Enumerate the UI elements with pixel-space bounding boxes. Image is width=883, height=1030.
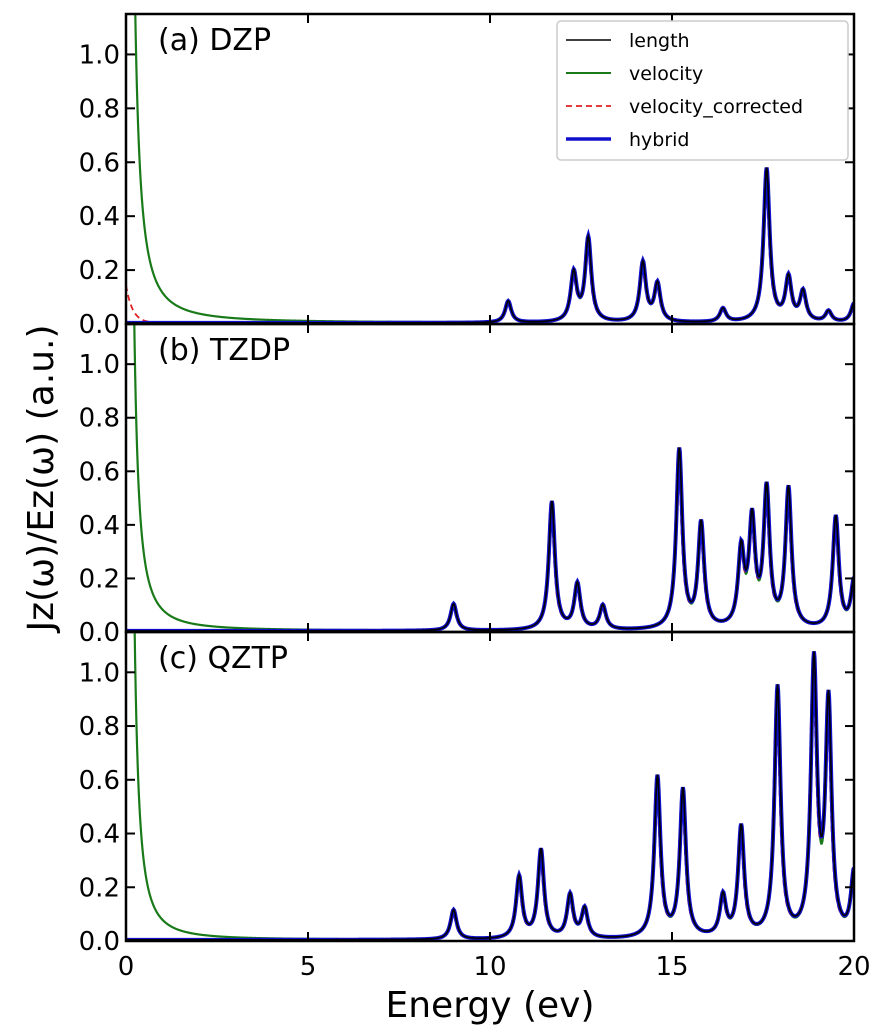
series-length-1	[126, 167, 854, 324]
legend-label-length: length	[629, 30, 690, 52]
x-tick-label-3: 15	[655, 952, 688, 982]
y-tick-label-1-0: 0.0	[79, 310, 120, 340]
y-tick-label-3-0: 0.0	[79, 927, 120, 957]
y-tick-label-2-3: 0.6	[79, 457, 120, 487]
y-tick-label-2-4: 0.8	[79, 404, 120, 434]
panel-3: 0.0 0.2 0.4 0.6 0.8 1.0 (c) QZTP	[79, 630, 856, 957]
y-tick-label-1-2: 0.4	[79, 202, 120, 232]
y-axis-label: Jz(ω)/Ez(ω) (a.u.)	[21, 324, 62, 633]
x-tick-label-1: 5	[300, 952, 317, 982]
y-tick-label-1-3: 0.6	[79, 148, 120, 178]
x-tick-label-0: 0	[118, 952, 135, 982]
panel-2: 0.0 0.2 0.4 0.6 0.8 1.0 (b) TZDP	[79, 322, 856, 648]
y-tick-label-3-5: 1.0	[79, 658, 120, 688]
series-hybrid-1	[126, 167, 854, 324]
y-tick-label-3-3: 0.6	[79, 766, 120, 796]
panel-label-1: (a) DZP	[158, 23, 271, 58]
panel-label-3: (c) QZTP	[158, 641, 288, 676]
series-length-2	[126, 447, 854, 632]
series-hybrid-2	[126, 447, 854, 632]
panel-frame-2	[124, 322, 856, 634]
x-axis-label: Energy (ev)	[385, 985, 594, 1026]
series-velocity-corrected-2	[126, 452, 854, 632]
y-tick-label-2-5: 1.0	[79, 350, 120, 380]
legend-label-velocity: velocity	[629, 63, 703, 85]
y-tick-label-3-4: 0.8	[79, 712, 120, 742]
legend-frame	[556, 20, 849, 161]
legend-label-hybrid: hybrid	[629, 129, 690, 151]
x-tick-label-2: 10	[473, 952, 506, 982]
x-tick-label-4: 20	[837, 952, 870, 982]
series-velocity-corrected-1	[126, 172, 854, 324]
legend-label-velocity-corrected: velocity_corrected	[629, 96, 803, 118]
y-tick-label-1-5: 1.0	[79, 40, 120, 70]
series-hybrid-3	[126, 651, 854, 941]
y-tick-label-2-0: 0.0	[79, 618, 120, 648]
y-tick-label-1-4: 0.8	[79, 94, 120, 124]
y-tick-label-1-1: 0.2	[79, 256, 120, 286]
y-tick-label-3-2: 0.4	[79, 820, 120, 850]
y-tick-label-2-2: 0.4	[79, 511, 120, 541]
y-tick-label-2-1: 0.2	[79, 564, 120, 594]
y-tick-label-3-1: 0.2	[79, 873, 120, 903]
panel-label-2: (b) TZDP	[158, 333, 290, 368]
